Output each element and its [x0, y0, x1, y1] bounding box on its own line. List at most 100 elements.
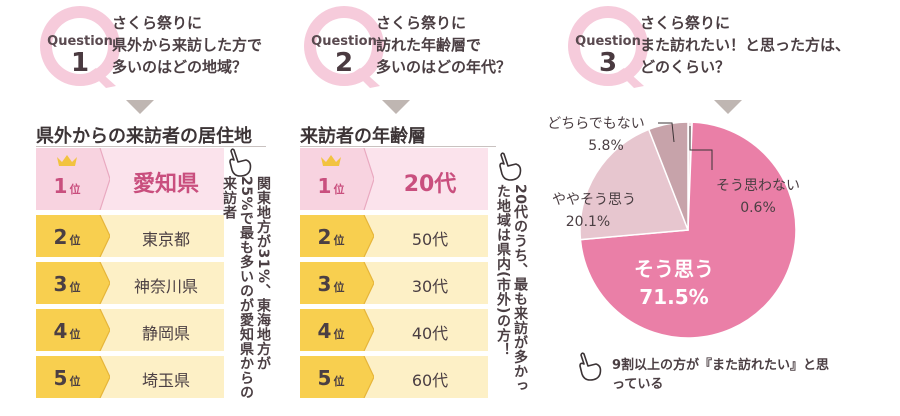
leader-line: [658, 122, 675, 143]
pie-slice: [579, 128, 690, 241]
question-number: 3: [598, 48, 618, 78]
rank-value: 60代: [411, 371, 449, 390]
value-cell: [362, 148, 488, 210]
value-cell: [98, 262, 224, 304]
ranking-row: 5 位 埼玉県: [36, 356, 224, 398]
chevron-right-icon: [360, 148, 374, 210]
question-label: Question: [47, 34, 113, 49]
question-badge-icon: [304, 6, 384, 88]
down-arrow-icon: [126, 100, 154, 114]
crown-icon: [321, 155, 341, 166]
ranking-row: 3 位 30代: [300, 262, 488, 304]
rank-number: 4: [317, 319, 332, 343]
rank-cell: [36, 356, 98, 398]
section-1-title: 県外からの来訪者の居住地: [36, 126, 252, 147]
value-cell: [98, 148, 224, 210]
rank-value: 神奈川県: [133, 277, 198, 296]
divider: [36, 146, 266, 147]
rank-value: 静岡県: [141, 324, 190, 343]
chevron-right-icon: [360, 262, 374, 304]
section-2-title: 来訪者の年齢層: [300, 126, 426, 147]
chevron-right-icon: [96, 215, 110, 257]
crown-icon: [57, 155, 77, 166]
down-arrow-icon: [714, 100, 742, 114]
rank-value: 30代: [411, 277, 449, 296]
chevron-right-icon: [96, 148, 110, 210]
ranking-row: 2 位 50代: [300, 215, 488, 257]
chevron-right-icon: [96, 262, 110, 304]
question-badge-icon: [40, 6, 120, 88]
rank-cell: [300, 262, 362, 304]
rank-value: 20代: [403, 172, 457, 197]
ranking-row: 1 位 愛知県: [36, 148, 224, 210]
rank-cell: [36, 262, 98, 304]
rank-number: 1: [317, 174, 332, 198]
value-cell: [98, 356, 224, 398]
ranking-row: 4 位 40代: [300, 309, 488, 351]
value-cell: [362, 262, 488, 304]
value-cell: [362, 356, 488, 398]
ranking-row: 1 位 20代: [300, 148, 488, 210]
slice-value: 71.5%: [639, 285, 708, 309]
rank-number: 3: [317, 272, 332, 296]
rank-number: 4: [53, 319, 68, 343]
value-cell: [98, 215, 224, 257]
ranking-row: 4 位 静岡県: [36, 309, 224, 351]
question-text: さくら祭りに 県外から来訪した方で 多いのはどの地域？: [112, 14, 263, 76]
rank-number: 2: [53, 225, 68, 249]
rank-suffix: 位: [69, 234, 81, 247]
pointing-hand-icon: [499, 152, 522, 181]
rank-value: 40代: [411, 324, 449, 343]
section-2-note: 20代のうち、最も来訪が多かった地域は県内(市外)の方！: [495, 184, 528, 393]
chevron-right-icon: [360, 309, 374, 351]
rank-number: 1: [53, 174, 68, 198]
rank-suffix: 位: [333, 375, 345, 388]
pointing-hand-icon: [229, 148, 252, 177]
value-cell: [362, 215, 488, 257]
rank-suffix: 位: [69, 328, 81, 341]
slice-label: どちらでもない: [547, 116, 645, 132]
down-arrow-icon: [382, 100, 410, 114]
value-cell: [98, 309, 224, 351]
rank-suffix: 位: [333, 234, 345, 247]
divider: [300, 146, 496, 147]
rank-suffix: 位: [69, 375, 81, 388]
rank-suffix: 位: [333, 183, 345, 196]
rank-number: 5: [53, 366, 68, 390]
question-label: Question: [311, 34, 377, 49]
rank-cell: [36, 309, 98, 351]
age-ranking-list: 1 位 20代 2 位 50代 3 位 30代 4 位 40代 5 位 60代: [300, 148, 488, 398]
rank-value: 愛知県: [132, 172, 199, 197]
pointing-hand-icon: [579, 352, 602, 381]
chevron-right-icon: [360, 215, 374, 257]
ranking-row: 5 位 60代: [300, 356, 488, 398]
ranking-row: 3 位 神奈川県: [36, 262, 224, 304]
revisit-pie-chart: そう思う 71.5% ややそう思う 20.1% どちらでもない 5.8% そう思わない 0.6…: [547, 116, 800, 339]
rank-suffix: 位: [69, 281, 81, 294]
question-text: さくら祭りに また訪れたい！と思った方は、 どのくらい？: [640, 14, 851, 76]
slice-value: 5.8%: [588, 138, 624, 154]
question-number: 1: [70, 48, 90, 78]
rank-cell: [36, 215, 98, 257]
question-text: さくら祭りに 訪れた年齢層で 多いのはどの年代？: [376, 14, 512, 76]
rank-suffix: 位: [333, 281, 345, 294]
value-cell: [362, 309, 488, 351]
rank-number: 2: [317, 225, 332, 249]
slice-value: 0.6%: [740, 200, 776, 216]
rank-cell: [300, 356, 362, 398]
chevron-right-icon: [96, 356, 110, 398]
question-label: Question: [575, 34, 641, 49]
pie-slice: [647, 121, 689, 231]
rank-number: 3: [53, 272, 68, 296]
leader-line: [689, 126, 713, 170]
slice-label: そう思わない: [716, 178, 800, 194]
slice-value: 20.1%: [566, 214, 610, 230]
slice-label: そう思う: [634, 257, 714, 281]
ranking-row: 2 位 東京都: [36, 215, 224, 257]
